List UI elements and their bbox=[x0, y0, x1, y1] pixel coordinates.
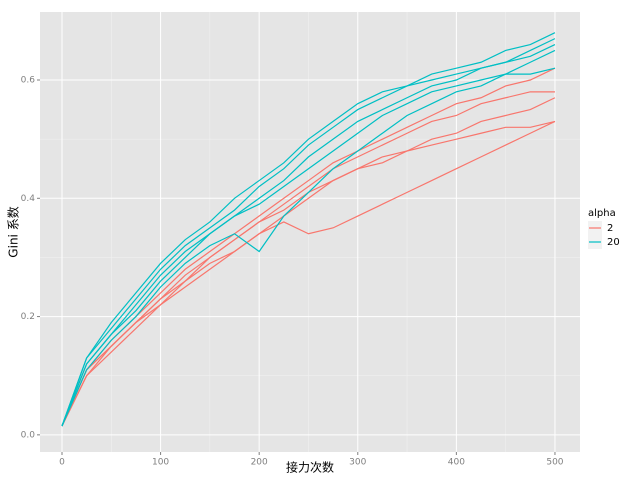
legend-label: 20 bbox=[607, 237, 620, 248]
x-axis-title: 接力次数 bbox=[286, 460, 334, 475]
data-line bbox=[61, 67, 556, 427]
legend-label: 2 bbox=[607, 223, 613, 234]
y-tick-label: 0.2 bbox=[21, 312, 35, 322]
data-line bbox=[61, 120, 556, 427]
data-line bbox=[61, 32, 556, 427]
y-tick-label: 0.6 bbox=[21, 76, 36, 86]
x-tick-label: 300 bbox=[349, 458, 366, 468]
x-tick-label: 200 bbox=[251, 458, 268, 468]
x-tick-label: 0 bbox=[59, 458, 65, 468]
x-tick-label: 400 bbox=[448, 458, 465, 468]
data-line bbox=[61, 38, 556, 427]
y-axis-title: Gini 系数 bbox=[6, 206, 21, 257]
y-tick-label: 0.4 bbox=[21, 194, 36, 204]
data-line bbox=[61, 120, 556, 427]
x-tick-label: 500 bbox=[546, 458, 563, 468]
data-line bbox=[61, 67, 556, 427]
panel bbox=[40, 12, 580, 452]
data-line bbox=[61, 43, 556, 427]
y-tick-label: 0.0 bbox=[21, 430, 36, 440]
data-line bbox=[61, 49, 556, 427]
x-tick-label: 100 bbox=[152, 458, 169, 468]
legend-title: alpha bbox=[588, 208, 616, 219]
